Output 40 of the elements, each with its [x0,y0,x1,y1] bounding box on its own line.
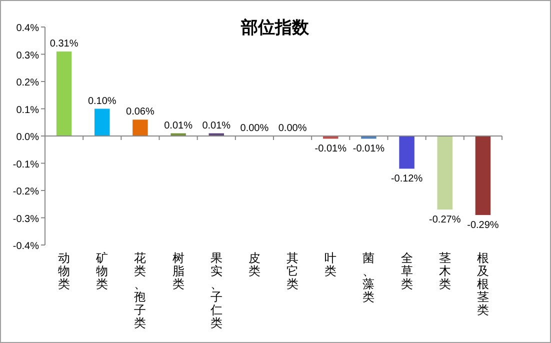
y-tick-label: -0.4% [12,241,40,252]
x-tick-label: 皮类 [248,251,260,278]
data-label: 0.00% [278,123,307,134]
y-tick-label: 0.0% [16,132,40,143]
y-tick-label: -0.1% [12,159,40,170]
y-tick-label: 0.4% [16,23,40,34]
chart-title: 部位指数 [240,18,310,38]
x-tick-label: 叶类 [324,251,337,278]
x-tick-label: 果实、子仁类 [209,251,222,330]
y-tick-label: -0.3% [12,214,40,225]
data-label: -0.27% [429,214,461,226]
bar [132,120,148,136]
x-tick-label: 花类、孢子类 [134,251,146,330]
x-tick-label: 其它类 [286,251,299,291]
data-label: -0.12% [390,174,423,185]
x-tick-label: 树脂类 [172,251,184,291]
data-label: -0.29% [467,220,499,232]
x-tick-label: 根及根茎类 [476,251,489,317]
bar [437,136,452,210]
y-tick-label: -0.2% [12,186,40,198]
data-label: 0.01% [164,120,193,132]
data-label: 0.06% [126,106,154,118]
data-label: -0.01% [352,144,385,155]
data-label: -0.01% [314,144,347,155]
x-tick-label: 全草类 [400,251,413,291]
bar [399,136,414,169]
data-label: 0.01% [202,120,231,132]
y-tick-label: 0.3% [16,50,40,62]
data-label: 0.31% [50,38,78,50]
x-tick-label: 矿物类 [95,251,108,291]
data-label: 0.10% [88,96,116,107]
y-tick-label: 0.1% [16,104,40,116]
x-tick-label: 茎木类 [438,251,451,291]
x-tick-label: 动物类 [58,251,70,291]
bar [94,108,110,136]
y-tick-label: 0.2% [16,78,40,88]
data-label: 0.00% [240,123,269,134]
x-tick-label: 菌、藻类 [362,251,375,304]
bar [475,136,491,216]
bar [56,52,72,136]
